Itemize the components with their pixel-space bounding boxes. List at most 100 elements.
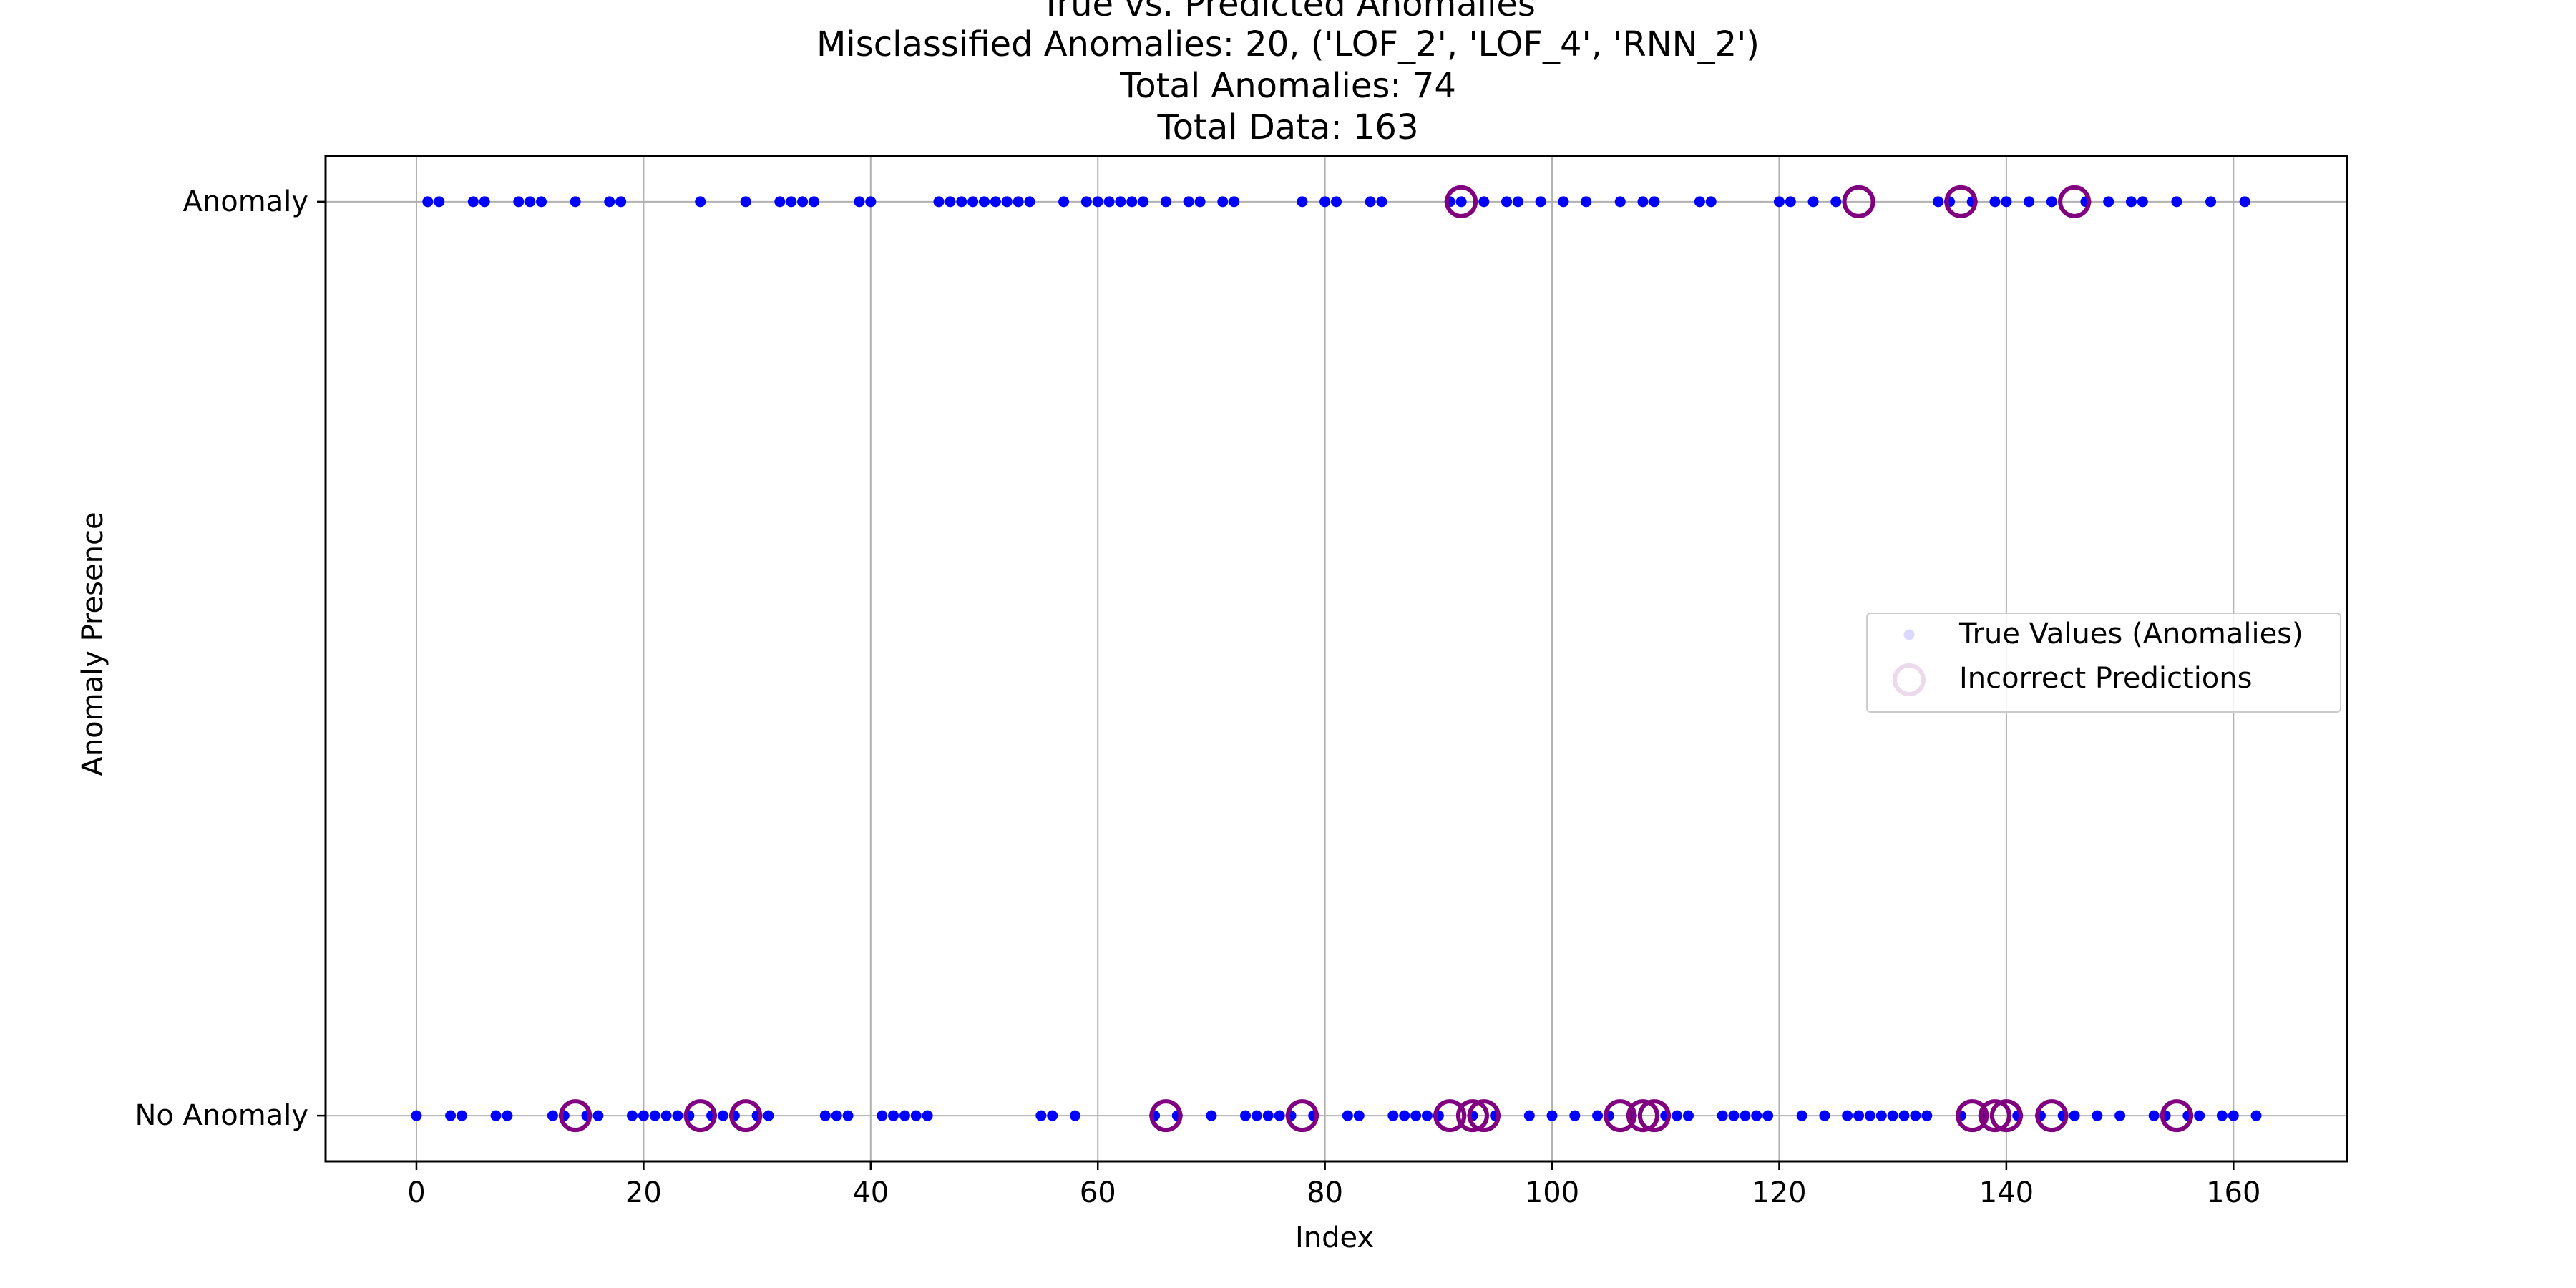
true-value-point (922, 1110, 933, 1121)
true-value-point (2250, 1110, 2262, 1121)
true-value-point (1069, 1110, 1080, 1121)
true-value-point (479, 196, 490, 208)
ticks-layer (317, 200, 2235, 1170)
x-tick-label: 100 (1524, 1176, 1580, 1209)
incorrect-prediction-point (1979, 1099, 2012, 1133)
true-value-point (592, 1110, 604, 1121)
true-value-point (842, 1110, 854, 1121)
true-value-point (1649, 196, 1660, 208)
true-value-point (2216, 1110, 2228, 1121)
true-value-point (1581, 196, 1592, 208)
true-value-point (1035, 1110, 1047, 1121)
true-value-point (1558, 196, 1569, 208)
true-value-point (1138, 196, 1149, 208)
chart-title: True vs. Predicted Anomalies (1040, 0, 1536, 24)
true-value-point (1365, 196, 1376, 208)
x-tick-label: 80 (1307, 1176, 1344, 1209)
true-value-point (1592, 1110, 1604, 1121)
x-tick-label: 0 (407, 1176, 426, 1209)
true-value-point (490, 1110, 502, 1121)
incorrect-predictions-layer (559, 185, 2193, 1133)
chart-subtitle-total-anomalies: Total Anomalies: 74 (1120, 66, 1456, 106)
x-tick-label: 140 (1979, 1176, 2034, 1209)
true-value-point (1126, 196, 1138, 208)
true-value-point (695, 196, 706, 208)
true-value-point (1807, 196, 1819, 208)
true-value-point (1047, 1110, 1058, 1121)
true-value-point (1080, 196, 1092, 208)
true-value-point (774, 196, 786, 208)
true-value-point (1898, 1110, 1910, 1121)
true-value-point (865, 196, 877, 208)
true-value-point (2239, 196, 2250, 208)
true-value-point (740, 196, 751, 208)
incorrect-prediction-point (1149, 1099, 1183, 1133)
legend-label-incorrect-predictions: Incorrect Predictions (1959, 662, 2253, 695)
true-value-point (1523, 1110, 1535, 1121)
true-value-point (1024, 196, 1035, 208)
x-axis-label: Index (1295, 1221, 1375, 1254)
true-value-point (1637, 196, 1649, 208)
true-value-point (1353, 1110, 1365, 1121)
incorrect-prediction-point (2035, 1099, 2069, 1133)
true-value-point (2092, 1110, 2103, 1121)
true-value-point (615, 196, 627, 208)
true-value-point (2148, 1110, 2160, 1121)
incorrect-prediction-point (1285, 1099, 1319, 1133)
true-value-point (1535, 196, 1546, 208)
incorrect-prediction-point (1842, 185, 1875, 218)
true-value-point (422, 196, 434, 208)
true-value-point (649, 1110, 660, 1121)
true-value-point (899, 1110, 910, 1121)
true-value-point (1921, 1110, 1933, 1121)
legend (1866, 613, 2341, 713)
true-value-point (808, 196, 819, 208)
true-value-point (2069, 1110, 2080, 1121)
true-value-point (1410, 1110, 1422, 1121)
true-value-point (502, 1110, 513, 1121)
true-value-point (1512, 196, 1523, 208)
true-value-point (672, 1110, 683, 1121)
true-value-point (1614, 196, 1626, 208)
true-value-point (2001, 196, 2012, 208)
true-value-point (1092, 196, 1103, 208)
true-value-point (1751, 1110, 1762, 1121)
true-value-point (660, 1110, 672, 1121)
true-value-point (1875, 1110, 1887, 1121)
true-value-point (1569, 1110, 1581, 1121)
true-value-point (1194, 196, 1206, 208)
true-value-point (1682, 1110, 1694, 1121)
incorrect-prediction-point (559, 1099, 592, 1133)
true-value-point (1274, 1110, 1285, 1121)
true-value-point (1910, 1110, 1921, 1121)
true-value-point (854, 196, 865, 208)
true-value-point (2228, 1110, 2239, 1121)
incorrect-prediction-point (1455, 1099, 1489, 1133)
true-value-point (2194, 1110, 2205, 1121)
true-value-point (1421, 1110, 1433, 1121)
y-tick-label: Anomaly (182, 185, 308, 218)
true-value-point (1115, 196, 1126, 208)
true-value-point (1933, 196, 1944, 208)
true-value-point (1399, 1110, 1410, 1121)
true-value-point (1705, 196, 1717, 208)
incorrect-prediction-point (729, 1099, 763, 1133)
true-value-point (445, 1110, 457, 1121)
true-value-point (604, 196, 615, 208)
true-value-point (1740, 1110, 1751, 1121)
true-value-point (979, 196, 990, 208)
legend-label-true-values: True Values (Anomalies) (1959, 618, 2303, 650)
true-value-point (1251, 1110, 1262, 1121)
true-value-point (2103, 196, 2114, 208)
true-value-point (1785, 196, 1796, 208)
true-value-point (1262, 1110, 1274, 1121)
true-value-point (717, 1110, 728, 1121)
true-value-point (1455, 196, 1467, 208)
true-value-point (1672, 1110, 1683, 1121)
x-tick-label: 120 (1752, 1176, 1807, 1209)
true-value-point (1864, 1110, 1875, 1121)
true-value-point (1183, 196, 1194, 208)
true-value-point (1989, 196, 2001, 208)
true-value-point (525, 196, 536, 208)
true-value-point (763, 1110, 774, 1121)
